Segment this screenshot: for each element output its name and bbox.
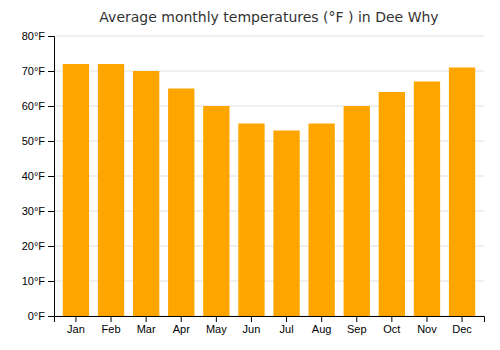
grid	[54, 36, 484, 316]
x-tick-mark	[356, 316, 357, 322]
y-tick-label: 60°F	[22, 100, 46, 112]
x-tick-mark	[462, 316, 463, 322]
y-tick: 20°F	[22, 240, 54, 252]
bar	[168, 89, 194, 317]
x-tick: Oct	[383, 316, 400, 335]
x-tick-label: Mar	[137, 323, 156, 335]
x-tick-mark	[426, 316, 427, 322]
x-tick-label: Jun	[243, 323, 261, 335]
x-tick-mark	[181, 316, 182, 322]
x-tick: Jun	[243, 316, 261, 335]
x-tick-label: Nov	[417, 323, 437, 335]
y-tick: 80°F	[22, 30, 54, 42]
x-tick: Jul	[280, 316, 294, 335]
x-tick-mark	[251, 316, 252, 322]
y-tick-label: 80°F	[22, 30, 46, 42]
y-tick-label: 40°F	[22, 170, 46, 182]
x-tick-mark	[75, 316, 76, 322]
x-tick: Feb	[102, 316, 121, 335]
grid-line	[54, 36, 484, 37]
x-tick-label: May	[206, 323, 227, 335]
chart-container: Jan Feb Mar Apr May Jun Jul Aug Sep Oct Nov Dec 0°F 1…	[0, 0, 500, 350]
bar	[273, 131, 299, 317]
bar	[344, 106, 370, 316]
y-tick-label: 10°F	[22, 275, 46, 287]
x-axis: Jan Feb Mar Apr May Jun Jul Aug Sep Oct Nov Dec	[55, 316, 485, 335]
x-tick: Mar	[137, 316, 156, 335]
x-tick-mark	[286, 316, 287, 322]
y-tick-label: 20°F	[22, 240, 46, 252]
y-tick-mark	[48, 141, 54, 142]
y-tick-mark	[48, 211, 54, 212]
bar	[379, 92, 405, 316]
y-tick: 60°F	[22, 100, 54, 112]
x-tick: May	[206, 316, 227, 335]
y-tick-mark	[48, 106, 54, 107]
y-tick: 0°F	[28, 310, 54, 322]
y-tick: 50°F	[22, 135, 54, 147]
bar	[449, 68, 475, 317]
x-axis-line	[55, 317, 485, 323]
y-tick-label: 70°F	[22, 65, 46, 77]
y-tick-label: 50°F	[22, 135, 46, 147]
bar	[133, 71, 159, 316]
x-tick-mark	[391, 316, 392, 322]
y-tick-mark	[48, 71, 54, 72]
chart-svg: Jan Feb Mar Apr May Jun Jul Aug Sep Oct Nov Dec 0°F 1…	[0, 0, 500, 350]
y-tick: 10°F	[22, 275, 54, 287]
x-tick-mark	[216, 316, 217, 322]
x-tick-mark	[146, 316, 147, 322]
x-tick: Apr	[173, 316, 190, 335]
bar	[203, 106, 229, 316]
y-tick: 40°F	[22, 170, 54, 182]
bars	[63, 64, 475, 316]
y-tick-mark	[48, 246, 54, 247]
bar	[238, 124, 264, 317]
x-tick-label: Jul	[280, 323, 294, 335]
bar	[63, 64, 89, 316]
bar	[308, 124, 334, 317]
y-tick-mark	[48, 36, 54, 37]
x-tick-label: Sep	[347, 323, 367, 335]
x-tick: Nov	[417, 316, 437, 335]
y-tick-mark	[48, 281, 54, 282]
x-tick-label: Dec	[452, 323, 472, 335]
x-tick: Jan	[67, 316, 85, 335]
x-tick-label: Feb	[102, 323, 121, 335]
x-tick-mark	[321, 316, 322, 322]
y-axis-line	[48, 37, 55, 317]
x-tick-label: Aug	[312, 323, 332, 335]
y-tick-label: 0°F	[28, 310, 46, 322]
x-tick: Aug	[312, 316, 332, 335]
bar	[98, 64, 124, 316]
y-axis: 0°F 10°F 20°F 30°F 40°F 50°F 60°F 70°F 80°F	[22, 30, 55, 322]
title: Average monthly temperatures (°F ) in De…	[99, 9, 438, 25]
x-tick: Dec	[452, 316, 472, 335]
y-tick: 30°F	[22, 205, 54, 217]
y-tick: 70°F	[22, 65, 54, 77]
x-tick-label: Oct	[383, 323, 400, 335]
x-tick-mark	[111, 316, 112, 322]
y-tick-mark	[48, 176, 54, 177]
x-tick-label: Jan	[67, 323, 85, 335]
x-tick: Sep	[347, 316, 367, 335]
bar	[414, 82, 440, 317]
y-tick-mark	[48, 316, 54, 317]
x-tick-label: Apr	[173, 323, 190, 335]
y-tick-label: 30°F	[22, 205, 46, 217]
